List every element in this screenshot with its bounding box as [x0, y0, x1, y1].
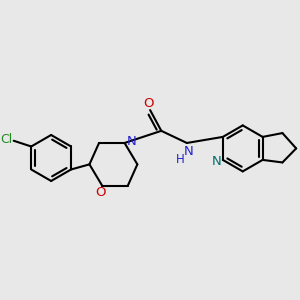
Text: Cl: Cl — [1, 133, 13, 146]
Text: N: N — [184, 146, 193, 158]
Text: H: H — [176, 153, 184, 166]
Text: N: N — [127, 135, 136, 148]
Text: O: O — [143, 97, 154, 110]
Text: N: N — [212, 155, 221, 168]
Text: O: O — [95, 186, 106, 199]
